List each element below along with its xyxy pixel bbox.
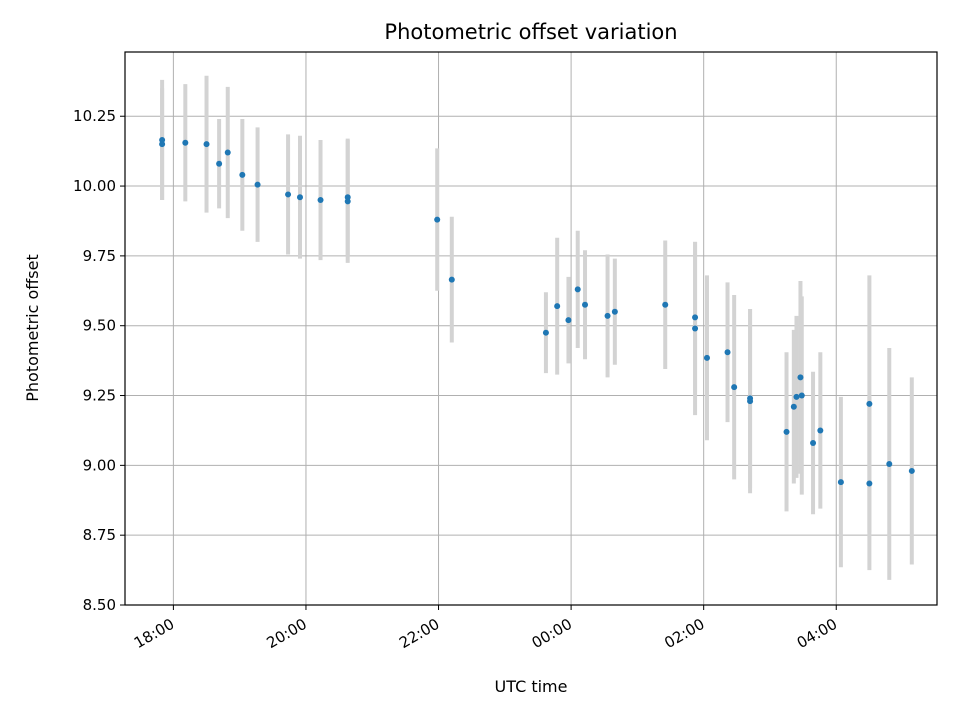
data-point xyxy=(448,276,455,283)
data-point xyxy=(574,286,581,293)
data-point xyxy=(317,197,324,204)
data-point xyxy=(886,460,893,467)
data-point xyxy=(810,440,817,447)
data-point xyxy=(565,317,572,324)
data-point xyxy=(159,141,166,148)
y-tick-label: 9.25 xyxy=(83,387,116,405)
data-point xyxy=(285,191,292,198)
data-point xyxy=(731,384,738,391)
chart-title: Photometric offset variation xyxy=(384,20,677,44)
y-tick-label: 9.50 xyxy=(83,317,116,335)
data-point xyxy=(783,428,790,435)
data-point xyxy=(159,136,166,143)
data-point xyxy=(611,308,618,315)
y-axis-label: Photometric offset xyxy=(23,254,42,402)
data-points xyxy=(159,136,915,487)
data-point xyxy=(817,427,824,434)
data-point xyxy=(434,216,441,223)
data-point xyxy=(604,312,611,319)
data-point xyxy=(798,392,805,399)
data-point xyxy=(296,194,303,201)
y-tick-label: 10.25 xyxy=(73,107,116,125)
x-axis-label: UTC time xyxy=(495,677,568,696)
data-point xyxy=(837,479,844,486)
y-tick-label: 9.75 xyxy=(83,247,116,265)
data-point xyxy=(797,374,804,381)
plot-frame xyxy=(124,51,938,606)
data-point xyxy=(703,354,710,361)
y-tick-label: 8.50 xyxy=(83,596,116,614)
data-point xyxy=(216,160,223,167)
y-tick-label: 9.00 xyxy=(83,456,116,474)
data-point xyxy=(692,325,699,332)
y-tick-label: 8.75 xyxy=(83,526,116,544)
data-point xyxy=(908,467,915,474)
data-point xyxy=(692,314,699,321)
plot-area xyxy=(125,52,937,605)
data-point xyxy=(344,198,351,205)
data-point xyxy=(747,398,754,405)
y-tick-label: 10.00 xyxy=(73,177,116,195)
data-point xyxy=(793,393,800,400)
data-point xyxy=(254,181,261,188)
data-point xyxy=(790,403,797,410)
data-point xyxy=(203,141,210,148)
data-point xyxy=(239,171,246,178)
data-point xyxy=(542,329,549,336)
data-point xyxy=(182,139,189,146)
data-point xyxy=(224,149,231,156)
data-point xyxy=(866,480,873,487)
data-point xyxy=(344,194,351,201)
data-point xyxy=(662,301,669,308)
data-point xyxy=(724,349,731,356)
data-point xyxy=(866,400,873,407)
y-axis-ticks: 8.50 8.75 9.00 9.25 9.50 9.75 10.00 10.25 xyxy=(73,107,125,614)
data-point xyxy=(554,303,561,310)
data-point xyxy=(582,301,589,308)
